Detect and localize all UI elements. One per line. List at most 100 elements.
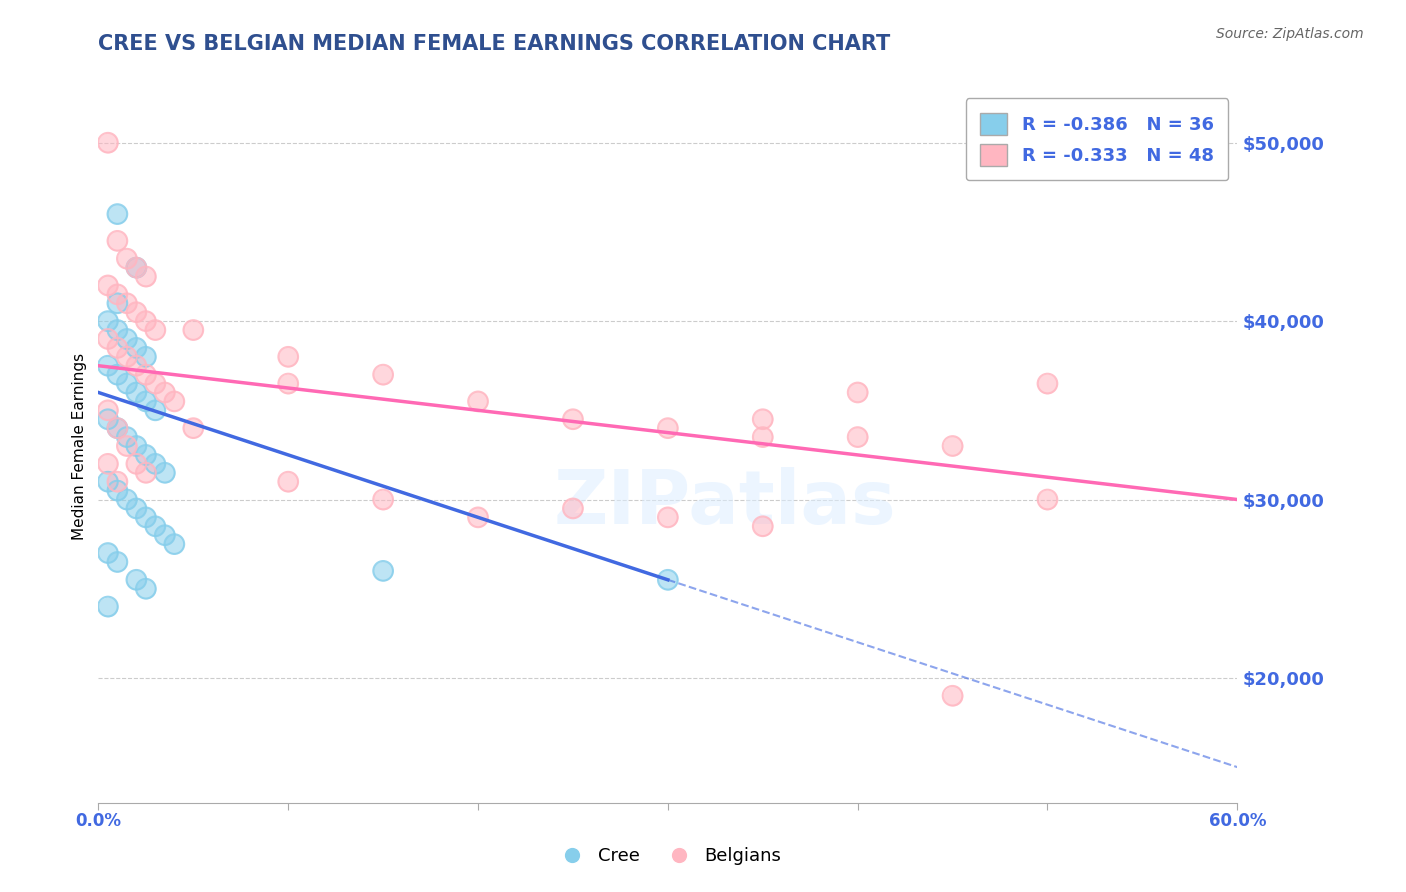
Point (942, 439, 965, 453)
Y-axis label: Median Female Earnings: Median Female Earnings (72, 352, 87, 540)
Point (163, 394, 186, 409)
Point (1036, 376, 1059, 391)
Point (97, 457, 120, 471)
Point (467, 510, 489, 524)
Point (125, 260, 148, 275)
Point (97, 314, 120, 328)
Point (97, 278, 120, 293)
Point (125, 341, 148, 355)
Point (107, 421, 129, 435)
Point (153, 528, 176, 542)
Point (135, 314, 157, 328)
Point (153, 528, 176, 542)
Point (153, 466, 176, 480)
Point (371, 564, 394, 578)
Point (107, 234, 129, 248)
Point (125, 501, 148, 516)
Point (277, 475, 299, 489)
Point (97, 359, 120, 373)
Point (125, 573, 148, 587)
Point (107, 483, 129, 498)
Point (135, 314, 157, 328)
Point (135, 582, 157, 596)
Text: Source: ZipAtlas.com: Source: ZipAtlas.com (1216, 27, 1364, 41)
Point (135, 269, 157, 284)
Point (107, 555, 129, 569)
Point (145, 457, 167, 471)
Point (115, 332, 138, 346)
Point (562, 412, 585, 426)
Point (1036, 492, 1059, 507)
Point (135, 368, 157, 382)
Point (97, 546, 120, 560)
Point (107, 207, 129, 221)
Point (145, 323, 167, 337)
Text: ZIPatlas: ZIPatlas (554, 467, 896, 540)
Point (97, 412, 120, 426)
Point (371, 368, 394, 382)
Point (657, 510, 679, 524)
Point (135, 350, 157, 364)
Point (277, 350, 299, 364)
Point (107, 421, 129, 435)
Point (657, 573, 679, 587)
Point (163, 537, 186, 551)
Point (107, 296, 129, 310)
Point (107, 341, 129, 355)
Point (371, 492, 394, 507)
Point (107, 234, 129, 248)
Point (371, 492, 394, 507)
Point (125, 359, 148, 373)
Point (135, 350, 157, 364)
Point (562, 501, 585, 516)
Point (657, 421, 679, 435)
Point (115, 332, 138, 346)
Point (125, 305, 148, 319)
Point (145, 376, 167, 391)
Point (942, 439, 965, 453)
Point (135, 448, 157, 462)
Text: CREE VS BELGIAN MEDIAN FEMALE EARNINGS CORRELATION CHART: CREE VS BELGIAN MEDIAN FEMALE EARNINGS C… (98, 34, 890, 54)
Point (846, 430, 869, 444)
Point (153, 385, 176, 400)
Point (97, 599, 120, 614)
Point (277, 475, 299, 489)
Point (125, 457, 148, 471)
Point (183, 421, 205, 435)
Point (125, 573, 148, 587)
Point (125, 260, 148, 275)
Point (97, 136, 120, 150)
Point (752, 412, 775, 426)
Point (145, 519, 167, 533)
Point (135, 510, 157, 524)
Point (277, 376, 299, 391)
Point (97, 599, 120, 614)
Point (183, 323, 205, 337)
Point (97, 546, 120, 560)
Point (135, 582, 157, 596)
Point (97, 403, 120, 417)
Point (107, 287, 129, 301)
Point (107, 483, 129, 498)
Point (115, 492, 138, 507)
Point (97, 457, 120, 471)
Point (752, 519, 775, 533)
Point (97, 475, 120, 489)
Point (107, 421, 129, 435)
Point (107, 475, 129, 489)
Point (97, 136, 120, 150)
Point (107, 368, 129, 382)
Point (125, 260, 148, 275)
Point (107, 287, 129, 301)
Point (125, 385, 148, 400)
Point (97, 412, 120, 426)
Point (125, 260, 148, 275)
Point (145, 403, 167, 417)
Point (467, 394, 489, 409)
Point (135, 510, 157, 524)
Point (135, 394, 157, 409)
Point (107, 368, 129, 382)
Point (467, 510, 489, 524)
Point (183, 323, 205, 337)
Point (115, 439, 138, 453)
